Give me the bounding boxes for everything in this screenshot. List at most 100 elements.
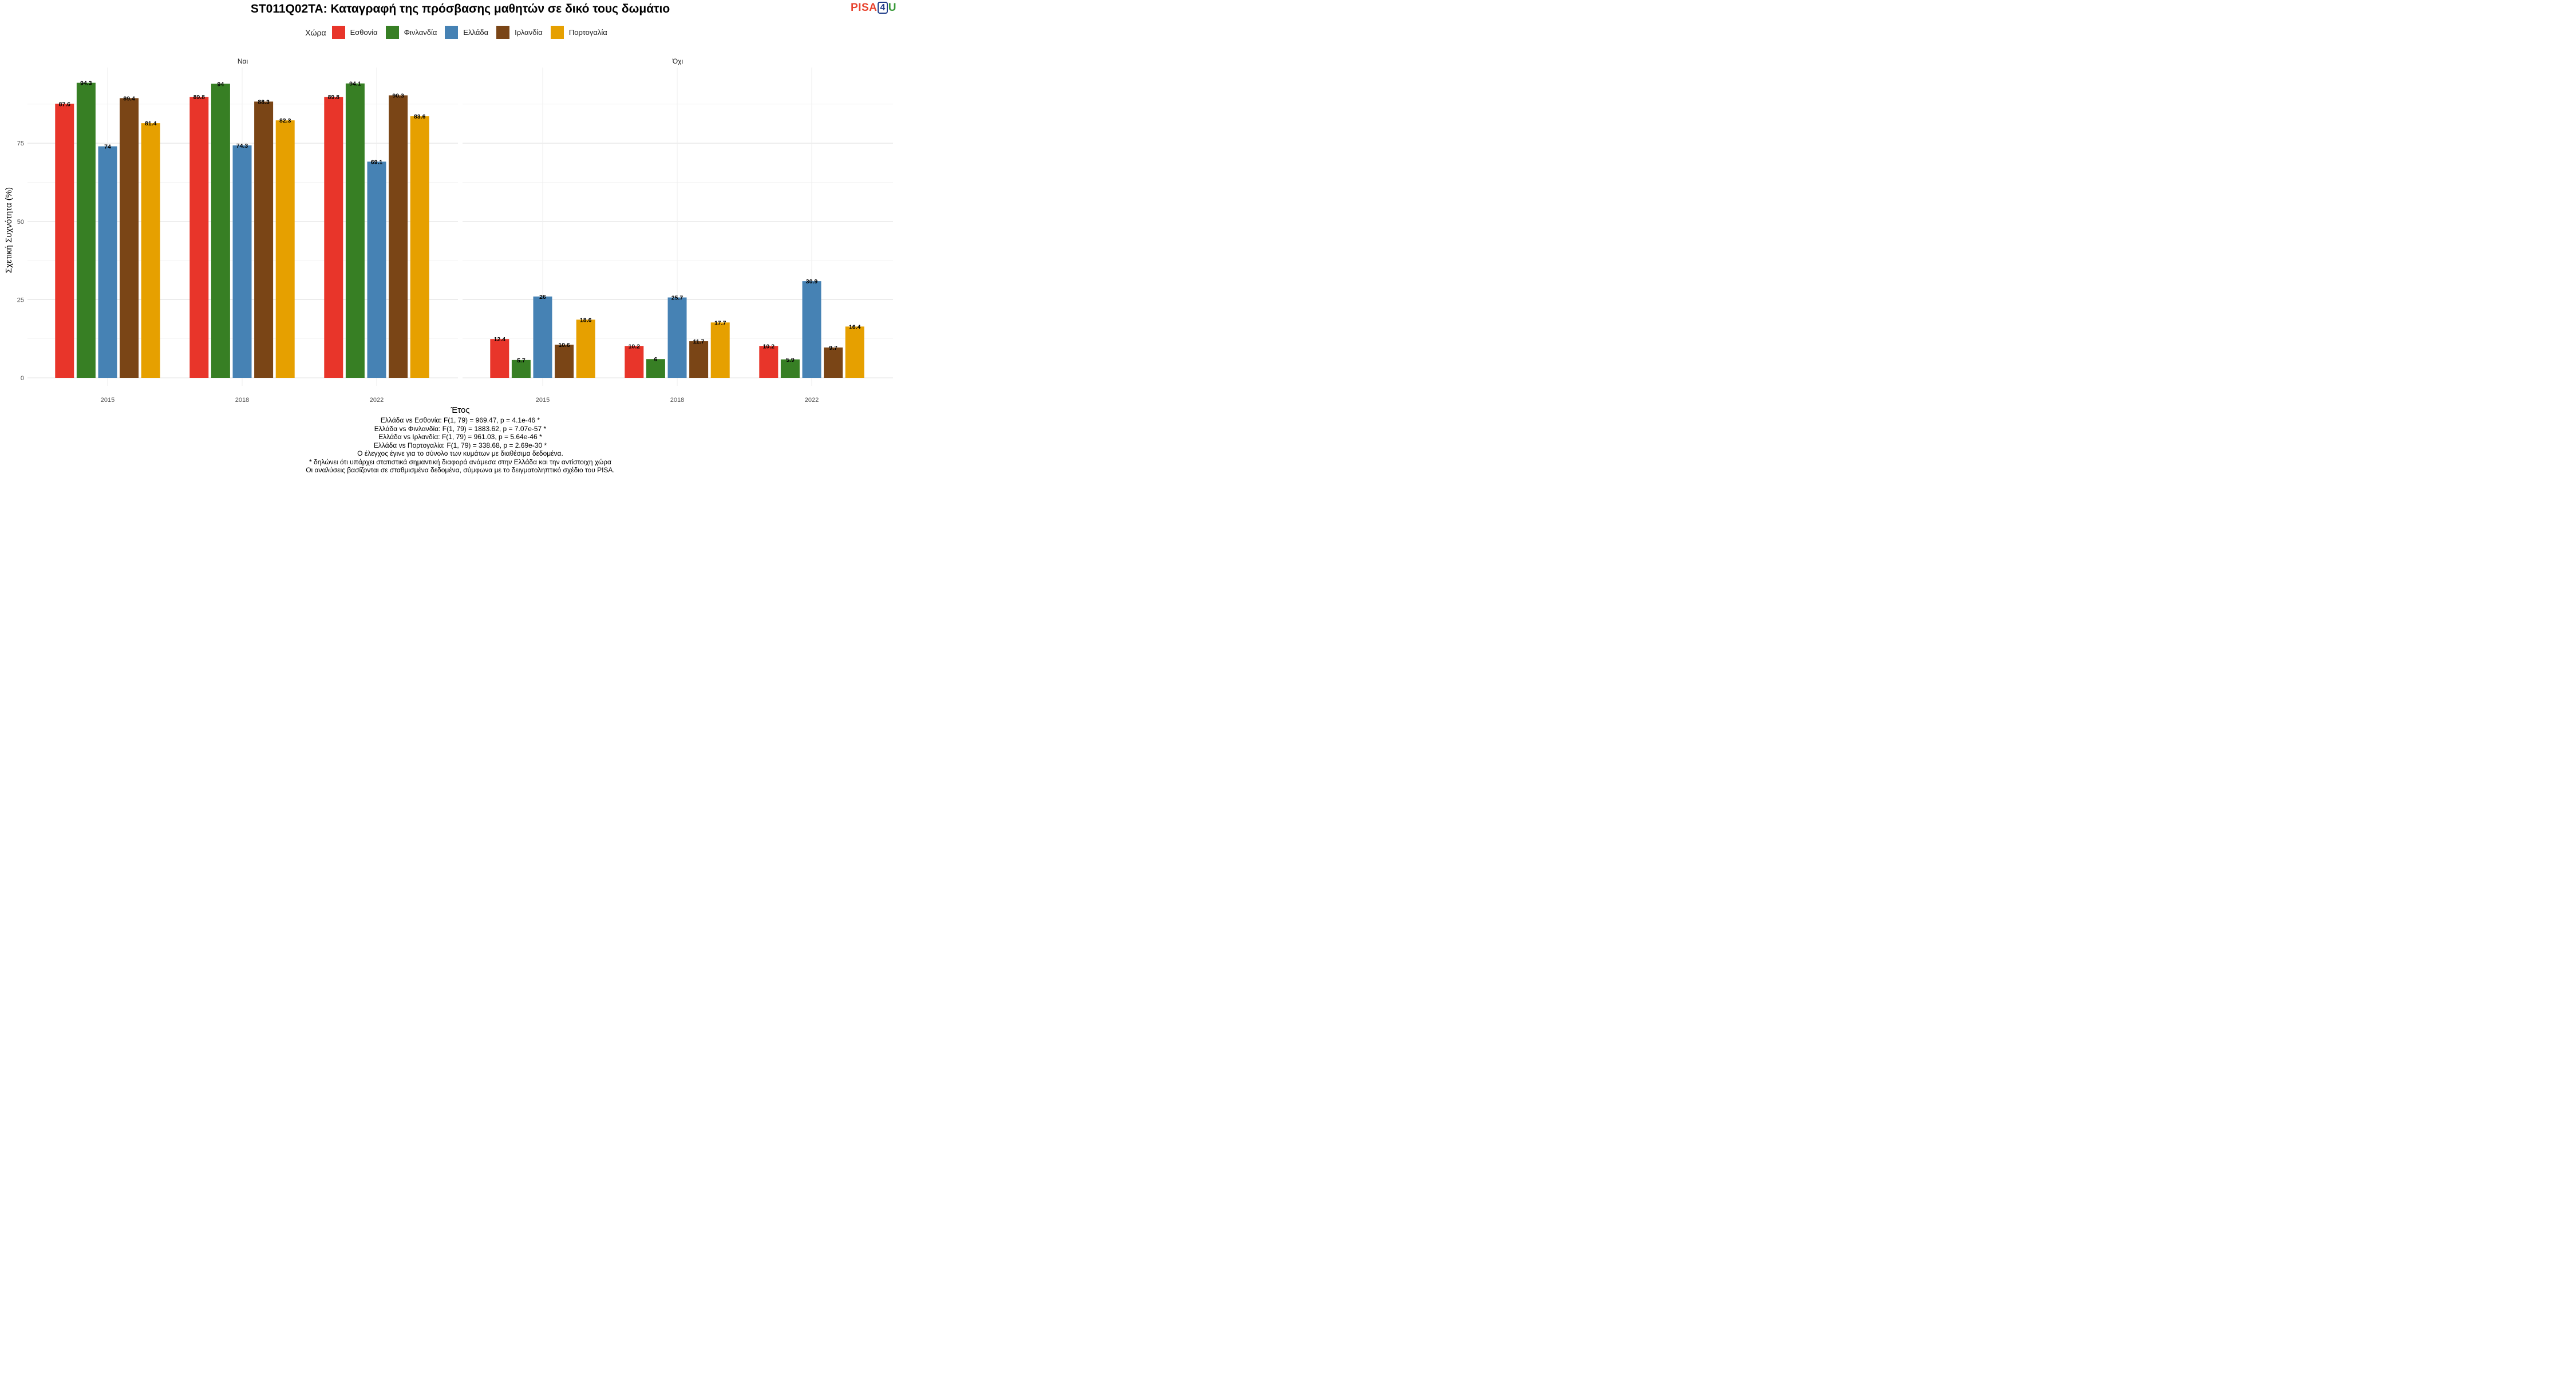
logo-text-u: U	[888, 2, 896, 14]
bar	[667, 297, 687, 378]
legend-label: Ιρλανδία	[515, 28, 543, 37]
bar	[490, 339, 509, 378]
legend-item-greece: Ελλάδα	[445, 26, 488, 39]
bar	[189, 97, 209, 378]
bar-chart: Σχετική Συχνότητα (%) Έτος Ναι Όχι 0 25 50…	[4, 57, 893, 415]
data-label: 74	[104, 144, 111, 151]
legend-item-finland: Φινλανδία	[385, 26, 437, 39]
note-line: Ελλάδα vs Εσθονία: F(1, 79) = 969.47, p …	[380, 416, 540, 424]
legend-swatch	[445, 26, 459, 39]
bar	[141, 123, 160, 378]
data-label: 10.6	[558, 342, 570, 349]
bar	[625, 346, 644, 378]
bar	[533, 296, 552, 378]
x-tick-label: 2015	[101, 397, 114, 404]
bar	[410, 116, 429, 378]
bar	[55, 104, 74, 378]
data-label: 16.4	[849, 323, 861, 330]
data-label: 10.2	[629, 343, 641, 350]
axis-ticks: 0 25 50 75 2015 2018 2022 2015 2018 2022	[17, 140, 819, 404]
y-tick-label: 0	[21, 375, 24, 382]
data-label: 17.7	[714, 319, 726, 326]
note-line: Ελλάδα vs Ιρλανδία: F(1, 79) = 961.03, p…	[378, 433, 542, 441]
note-line: * δηλώνει ότι υπάρχει στατιστικά σημαντι…	[309, 457, 611, 466]
bar	[576, 319, 595, 378]
legend-title: Χώρα	[305, 27, 326, 37]
data-label: 82.3	[279, 117, 291, 124]
bars	[55, 82, 864, 378]
bar	[802, 281, 821, 378]
data-label: 89.4	[123, 95, 135, 102]
data-label: 87.6	[59, 101, 71, 108]
bar	[759, 346, 779, 378]
data-label: 94.1	[349, 81, 361, 88]
bar	[845, 326, 864, 378]
y-tick-label: 25	[17, 297, 24, 303]
bar	[646, 359, 665, 378]
bar	[511, 360, 531, 378]
logo-text-pisa: PISA	[851, 2, 878, 14]
bar	[76, 82, 96, 378]
bar	[120, 98, 139, 378]
data-label: 18.6	[580, 317, 592, 323]
y-tick-label: 50	[17, 219, 24, 226]
bar	[710, 322, 730, 378]
data-label: 89.8	[193, 94, 206, 101]
panel-label-no: Όχι	[672, 57, 683, 65]
data-label: 11.7	[693, 338, 705, 345]
note-line: Ελλάδα vs Φινλανδία: F(1, 79) = 1883.62,…	[374, 424, 547, 433]
x-tick-label: 2022	[370, 397, 384, 404]
note-line: Ο έλεγχος έγινε για το σύνολο των κυμάτω…	[357, 449, 563, 457]
bar	[232, 145, 252, 378]
legend-label: Ελλάδα	[463, 28, 489, 37]
legend-label: Εσθονία	[350, 28, 378, 37]
data-label: 94.3	[80, 80, 92, 87]
bar	[275, 120, 295, 378]
data-label: 30.9	[806, 278, 818, 285]
data-labels: 87.6 89.8 89.8 94.3 94 94.1 74 74.3 69.1 89.4 88.3…	[59, 80, 861, 364]
legend-item-portugal: Πορτογαλία	[550, 26, 607, 39]
y-axis-label: Σχετική Συχνότητα (%)	[4, 187, 14, 273]
x-tick-label: 2015	[536, 397, 550, 404]
bar	[324, 97, 343, 378]
legend-swatch	[496, 26, 510, 39]
data-label: 25.7	[671, 295, 683, 302]
x-tick-label: 2018	[670, 397, 684, 404]
x-tick-label: 2022	[805, 397, 819, 404]
bar	[389, 95, 408, 378]
data-label: 81.4	[145, 120, 157, 127]
data-label: 90.3	[392, 93, 404, 100]
bar	[345, 83, 365, 378]
data-label: 74.3	[236, 143, 248, 149]
pisa4u-logo: PISA 4 U	[851, 2, 896, 14]
chart-title: ST011Q02TA: Καταγραφή της πρόσβασης μαθη…	[250, 2, 670, 15]
statistical-notes: Ελλάδα vs Εσθονία: F(1, 79) = 969.47, p …	[0, 416, 920, 475]
legend-label: Φινλανδία	[404, 28, 437, 37]
bar	[780, 359, 800, 378]
bar	[555, 345, 574, 378]
data-label: 5.9	[786, 357, 795, 364]
note-line: Ελλάδα vs Πορτογαλία: F(1, 79) = 338.68,…	[373, 441, 547, 449]
data-label: 6	[654, 356, 657, 363]
bar	[98, 146, 117, 378]
x-tick-label: 2018	[235, 397, 249, 404]
logo-text-4: 4	[878, 2, 888, 14]
legend-swatch	[331, 26, 345, 39]
panel-label-yes: Ναι	[238, 57, 248, 65]
data-label: 69.1	[371, 159, 383, 165]
legend-item-ireland: Ιρλανδία	[496, 26, 543, 39]
data-label: 9.7	[829, 345, 837, 352]
x-axis-label: Έτος	[450, 405, 469, 415]
bar	[824, 347, 843, 378]
legend-item-estonia: Εσθονία	[331, 26, 378, 39]
data-label: 26	[539, 294, 546, 301]
legend-label: Πορτογαλία	[568, 28, 607, 37]
data-label: 10.2	[763, 343, 775, 350]
bar	[254, 101, 274, 378]
legend-swatch	[550, 26, 564, 39]
y-tick-label: 75	[17, 140, 24, 147]
data-label: 89.8	[328, 94, 340, 101]
data-label: 12.4	[494, 336, 506, 343]
chart-legend: Χώρα Εσθονία Φινλανδία Ελλάδα Ιρλανδία Π…	[0, 26, 920, 39]
bar	[211, 84, 230, 378]
